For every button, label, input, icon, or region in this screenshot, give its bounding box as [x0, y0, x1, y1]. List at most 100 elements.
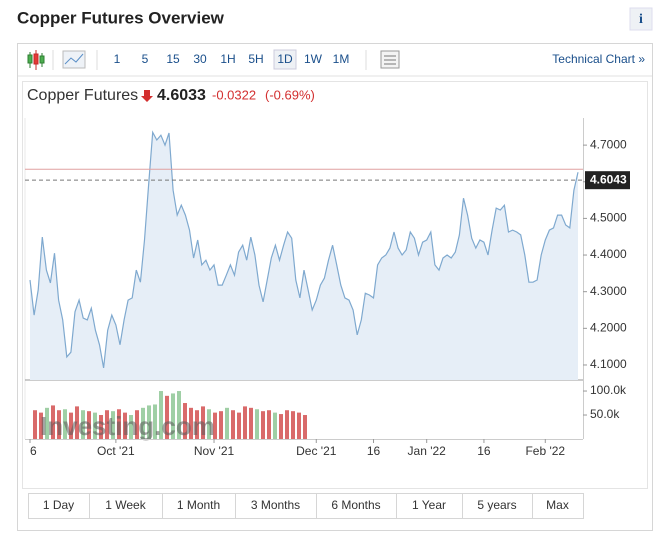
volume-bar: [87, 411, 91, 439]
volume-bar: [129, 415, 133, 439]
x-tick-label: 16: [367, 444, 381, 458]
volume-bar: [69, 412, 73, 439]
volume-bar: [75, 406, 79, 439]
interval-button[interactable]: 5H: [248, 52, 263, 66]
volume-bar: [117, 409, 121, 439]
interval-button[interactable]: 1W: [304, 52, 323, 66]
volume-bar: [285, 410, 289, 439]
volume-tick-label: 100.0k: [590, 383, 627, 397]
x-tick-label: Jan '22: [408, 444, 447, 458]
volume-bar: [291, 411, 295, 439]
volume-bar: [255, 409, 259, 439]
range-button[interactable]: 1 Month: [177, 498, 220, 512]
x-tick-label: 6: [30, 444, 37, 458]
volume-bar: [153, 404, 157, 439]
technical-chart-link[interactable]: Technical Chart »: [552, 52, 645, 66]
range-bar: [28, 493, 584, 519]
volume-bar: [297, 412, 301, 439]
line-icon[interactable]: [62, 50, 86, 69]
volume-bar: [147, 405, 151, 439]
y-tick-label: 4.2000: [590, 321, 627, 335]
volume-bar: [201, 406, 205, 439]
volume-bar: [261, 411, 265, 439]
volume-bar: [189, 407, 193, 439]
y-tick-label: 4.3000: [590, 284, 627, 298]
volume-bar: [135, 410, 139, 439]
volume-bar: [213, 412, 217, 439]
x-tick-label: Nov '21: [194, 444, 235, 458]
volume-bar: [219, 411, 223, 439]
info-icon[interactable]: i: [639, 12, 643, 27]
x-tick-label: 16: [477, 444, 491, 458]
volume-bar: [45, 407, 49, 439]
range-button[interactable]: 1 Week: [105, 498, 146, 512]
volume-bar: [249, 407, 253, 439]
y-tick-label: 4.5000: [590, 211, 627, 225]
volume-tick-label: 50.0k: [590, 407, 620, 421]
interval-selected[interactable]: [273, 49, 297, 70]
y-tick-label: 4.1000: [590, 357, 627, 371]
y-tick-label: 4.4000: [590, 247, 627, 261]
volume-bar: [195, 410, 199, 439]
interval-button[interactable]: 1: [114, 52, 121, 66]
volume-bar: [105, 410, 109, 439]
range-button[interactable]: 1 Day: [43, 498, 74, 512]
volume-bar: [273, 412, 277, 439]
widget-border: [17, 43, 653, 531]
down-arrow: [141, 90, 153, 102]
volume-bar: [225, 407, 229, 439]
volume-bar: [183, 403, 187, 439]
table-icon[interactable]: [380, 50, 400, 69]
interval-button[interactable]: 1H: [220, 52, 235, 66]
volume-bar: [207, 409, 211, 439]
volume-bar: [57, 410, 61, 439]
price-area: [30, 132, 578, 380]
info-button[interactable]: [629, 7, 653, 31]
range-button[interactable]: 5 years: [477, 498, 516, 512]
quote-name: Copper Futures: [27, 87, 138, 104]
x-tick-label: Oct '21: [97, 444, 135, 458]
volume-bar: [141, 407, 145, 439]
quote-price: 4.6033: [157, 87, 206, 104]
price-line: [29, 130, 579, 369]
last-value-label: 4.6043: [590, 172, 627, 186]
volume-bar: [231, 410, 235, 439]
watermark: Investing.com: [40, 411, 215, 441]
volume-bar: [279, 414, 283, 439]
volume-bar: [51, 405, 55, 439]
volume-bar: [171, 393, 175, 439]
interval-button[interactable]: 30: [193, 52, 207, 66]
range-button[interactable]: 1 Year: [412, 498, 446, 512]
volume-bar: [63, 409, 67, 439]
candle-icon[interactable]: [27, 50, 45, 70]
volume-bar: [165, 395, 169, 439]
quote-change-pct: (-0.69%): [265, 87, 315, 102]
quote-change: -0.0322: [212, 87, 256, 102]
x-tick-label: Dec '21: [296, 444, 337, 458]
y-tick-label: 4.7000: [590, 137, 627, 151]
chart-border: [22, 81, 648, 489]
volume-bar: [159, 391, 163, 439]
range-button[interactable]: 3 Months: [251, 498, 300, 512]
volume-bar: [93, 412, 97, 439]
title: Copper Futures Overview: [17, 8, 225, 27]
volume-bar: [111, 411, 115, 439]
last-value-box: [585, 171, 630, 190]
interval-button[interactable]: 5: [142, 52, 149, 66]
x-tick-label: Feb '22: [525, 444, 565, 458]
volume-bar: [123, 412, 127, 439]
volume-bar: [81, 410, 85, 439]
volume-bar: [243, 406, 247, 439]
volume-bar: [177, 391, 181, 439]
volume-bar: [39, 412, 43, 439]
volume-bar: [303, 415, 307, 439]
range-button[interactable]: 6 Months: [331, 498, 380, 512]
volume-bar: [237, 412, 241, 439]
interval-button[interactable]: 1D: [277, 52, 293, 66]
interval-button[interactable]: 15: [166, 52, 180, 66]
range-button[interactable]: Max: [546, 498, 569, 512]
volume-bar: [267, 410, 271, 439]
interval-button[interactable]: 1M: [333, 52, 350, 66]
